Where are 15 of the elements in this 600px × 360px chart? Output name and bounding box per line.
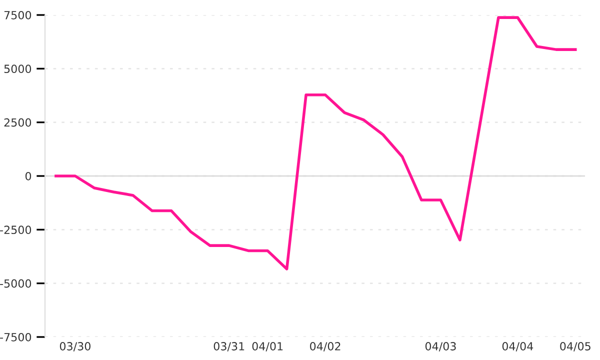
y-tick-label: -7500 — [0, 332, 32, 342]
y-tick-label: 5000 — [4, 64, 32, 74]
y-tick-label: -5000 — [0, 279, 32, 288]
y-tick-label: 2500 — [4, 118, 32, 127]
x-tick-label: 03/30 — [60, 342, 90, 352]
y-tick-label: 7500 — [4, 10, 32, 20]
x-tick-label: 03/31 — [214, 342, 244, 352]
y-tick-label: -2500 — [0, 226, 32, 234]
x-tick-label: 04/04 — [502, 342, 534, 352]
x-tick-label: 04/03 — [425, 342, 456, 352]
x-tick-label: 04/05 — [560, 342, 590, 352]
line-series — [54, 16, 577, 270]
y-tick-label: 0 — [25, 172, 32, 180]
x-tick-label: 04/01 — [252, 342, 283, 352]
x-tick-label: 04/02 — [310, 342, 340, 352]
